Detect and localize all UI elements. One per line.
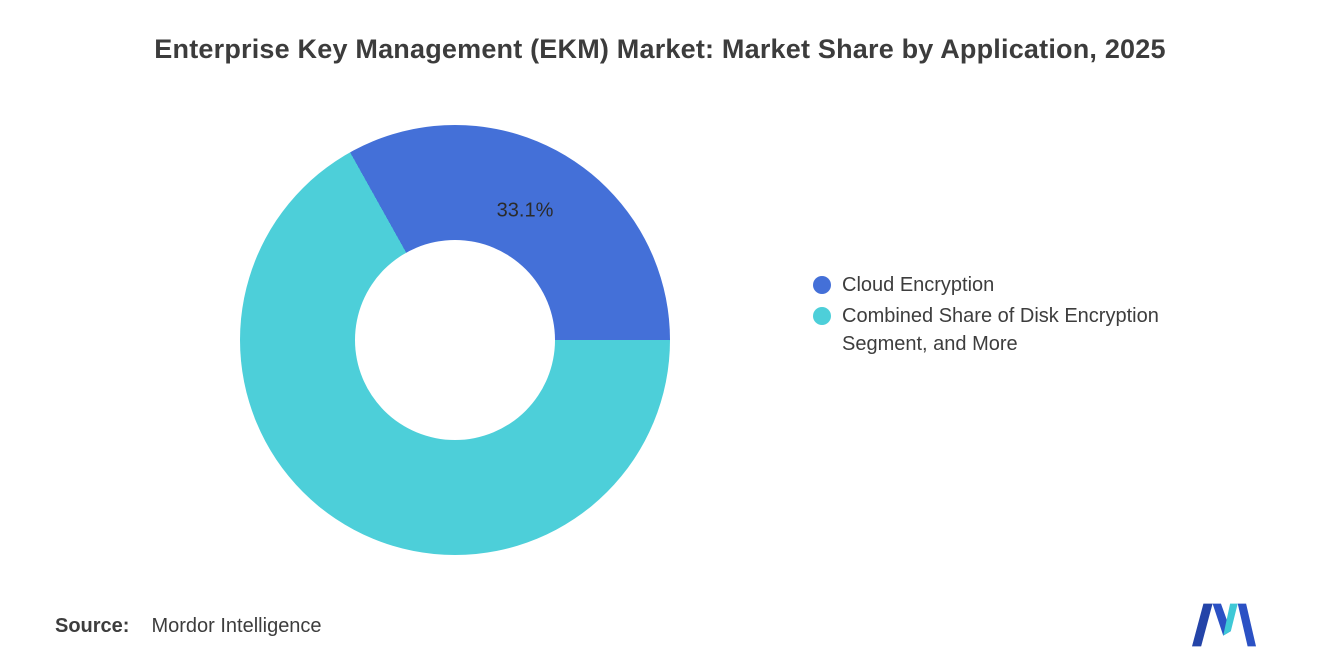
legend-item-cloud-encryption: Cloud Encryption bbox=[813, 271, 1212, 299]
data-label-cloud-encryption: 33.1% bbox=[496, 199, 554, 222]
donut-chart bbox=[240, 125, 670, 555]
legend-label: Cloud Encryption bbox=[842, 274, 995, 296]
source-label: Source: bbox=[55, 615, 130, 637]
source-value: Mordor Intelligence bbox=[151, 615, 322, 637]
logo-m-icon bbox=[1192, 603, 1256, 647]
mordor-intelligence-logo bbox=[1192, 599, 1256, 651]
legend-label: Combined Share of Disk Encryption Segmen… bbox=[842, 305, 1159, 355]
legend-swatch bbox=[813, 307, 831, 325]
chart-legend: Cloud Encryption Combined Share of Disk … bbox=[813, 271, 1212, 361]
legend-item-combined-share: Combined Share of Disk Encryption Segmen… bbox=[813, 302, 1212, 358]
legend-swatch bbox=[813, 276, 831, 294]
chart-title: Enterprise Key Management (EKM) Market: … bbox=[154, 34, 1166, 64]
source-line: Source: Mordor Intelligence bbox=[55, 615, 322, 638]
